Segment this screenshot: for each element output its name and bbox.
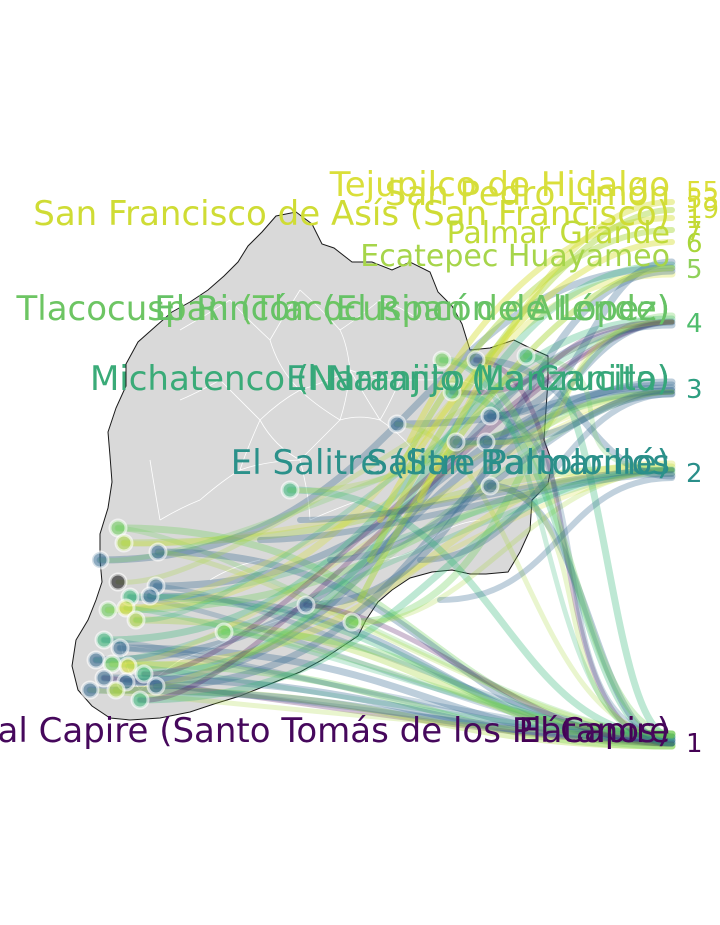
origin-point bbox=[112, 640, 128, 656]
origin-point bbox=[128, 612, 144, 628]
place-label: Ecatepec Huayameo bbox=[360, 239, 670, 274]
rank-label: 2 bbox=[686, 459, 703, 489]
place-label: El Naranjo (La Crucita) bbox=[286, 359, 670, 399]
origin-point bbox=[92, 552, 108, 568]
origin-point bbox=[116, 535, 132, 551]
rank-label: 3 bbox=[686, 375, 703, 405]
origin-point bbox=[344, 614, 360, 630]
rank-label: 4 bbox=[686, 309, 703, 339]
place-label: Real Capire (Santo Tomás de los Plátanos… bbox=[0, 711, 670, 751]
origin-point bbox=[482, 408, 498, 424]
rank-label: 5 bbox=[686, 255, 703, 285]
origin-point bbox=[132, 692, 148, 708]
origin-point bbox=[108, 682, 124, 698]
place-label: El Rincón (El Rincón de López) bbox=[154, 289, 670, 329]
origin-point bbox=[142, 588, 158, 604]
origin-point bbox=[298, 597, 314, 613]
origin-point bbox=[216, 624, 232, 640]
rank-label: 55 bbox=[686, 177, 719, 207]
origin-point bbox=[82, 682, 98, 698]
origin-point bbox=[389, 416, 405, 432]
origin-point bbox=[88, 652, 104, 668]
place-label: El Salitre (San Bartolomé) bbox=[231, 443, 670, 483]
origin-point bbox=[150, 544, 166, 560]
origin-point bbox=[120, 658, 136, 674]
rank-label: 1 bbox=[686, 729, 703, 759]
origin-point bbox=[100, 602, 116, 618]
origin-point bbox=[110, 574, 126, 590]
origin-point bbox=[282, 482, 298, 498]
origin-point bbox=[148, 678, 164, 694]
origin-point bbox=[96, 632, 112, 648]
